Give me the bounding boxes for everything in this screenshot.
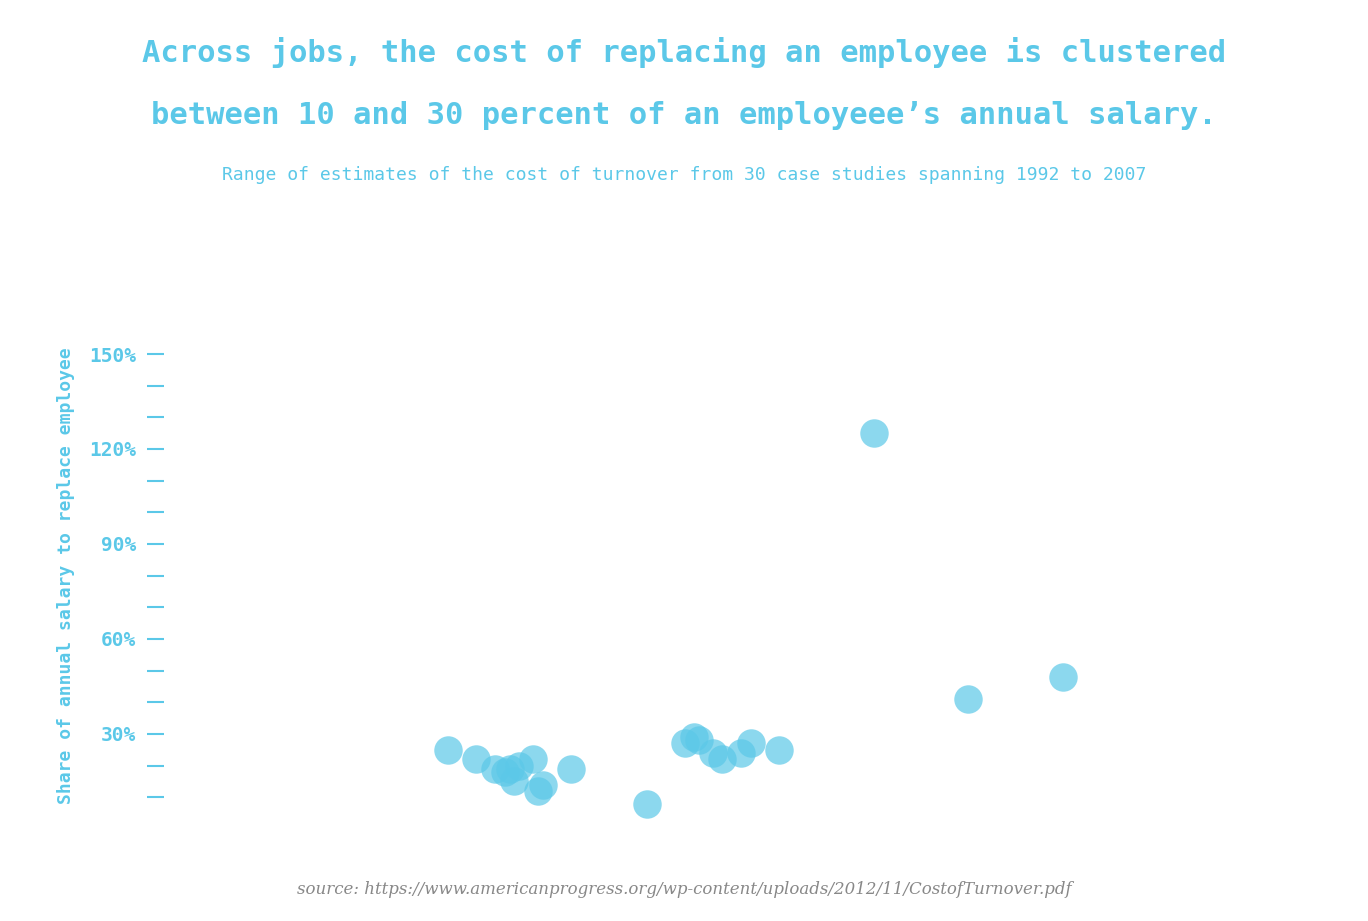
- Point: [731, 746, 752, 761]
- Point: [673, 736, 695, 751]
- Point: [436, 742, 458, 757]
- Point: [484, 762, 506, 776]
- Point: [711, 752, 733, 766]
- Point: [494, 764, 516, 779]
- Point: [465, 752, 487, 766]
- Point: [532, 777, 554, 792]
- Text: Across jobs, the cost of replacing an employee is clustered: Across jobs, the cost of replacing an em…: [142, 37, 1226, 68]
- Text: source: https://www.americanprogress.org/wp-content/uploads/2012/11/CostofTurnov: source: https://www.americanprogress.org…: [297, 881, 1071, 898]
- Point: [527, 784, 549, 799]
- Point: [498, 762, 520, 776]
- Point: [863, 426, 885, 440]
- Point: [503, 774, 525, 788]
- Text: Range of estimates of the cost of turnover from 30 case studies spanning 1992 to: Range of estimates of the cost of turnov…: [222, 166, 1146, 184]
- Point: [769, 742, 791, 757]
- Point: [688, 733, 710, 748]
- Point: [636, 796, 658, 811]
- Y-axis label: Share of annual salary to replace employee: Share of annual salary to replace employ…: [57, 347, 75, 804]
- Point: [740, 736, 762, 751]
- Point: [683, 729, 705, 744]
- Point: [958, 692, 979, 706]
- Point: [523, 752, 544, 766]
- Point: [1052, 670, 1074, 684]
- Text: between 10 and 30 percent of an employeee’s annual salary.: between 10 and 30 percent of an employee…: [150, 101, 1218, 130]
- Point: [508, 758, 529, 773]
- Point: [702, 746, 724, 761]
- Point: [560, 762, 581, 776]
